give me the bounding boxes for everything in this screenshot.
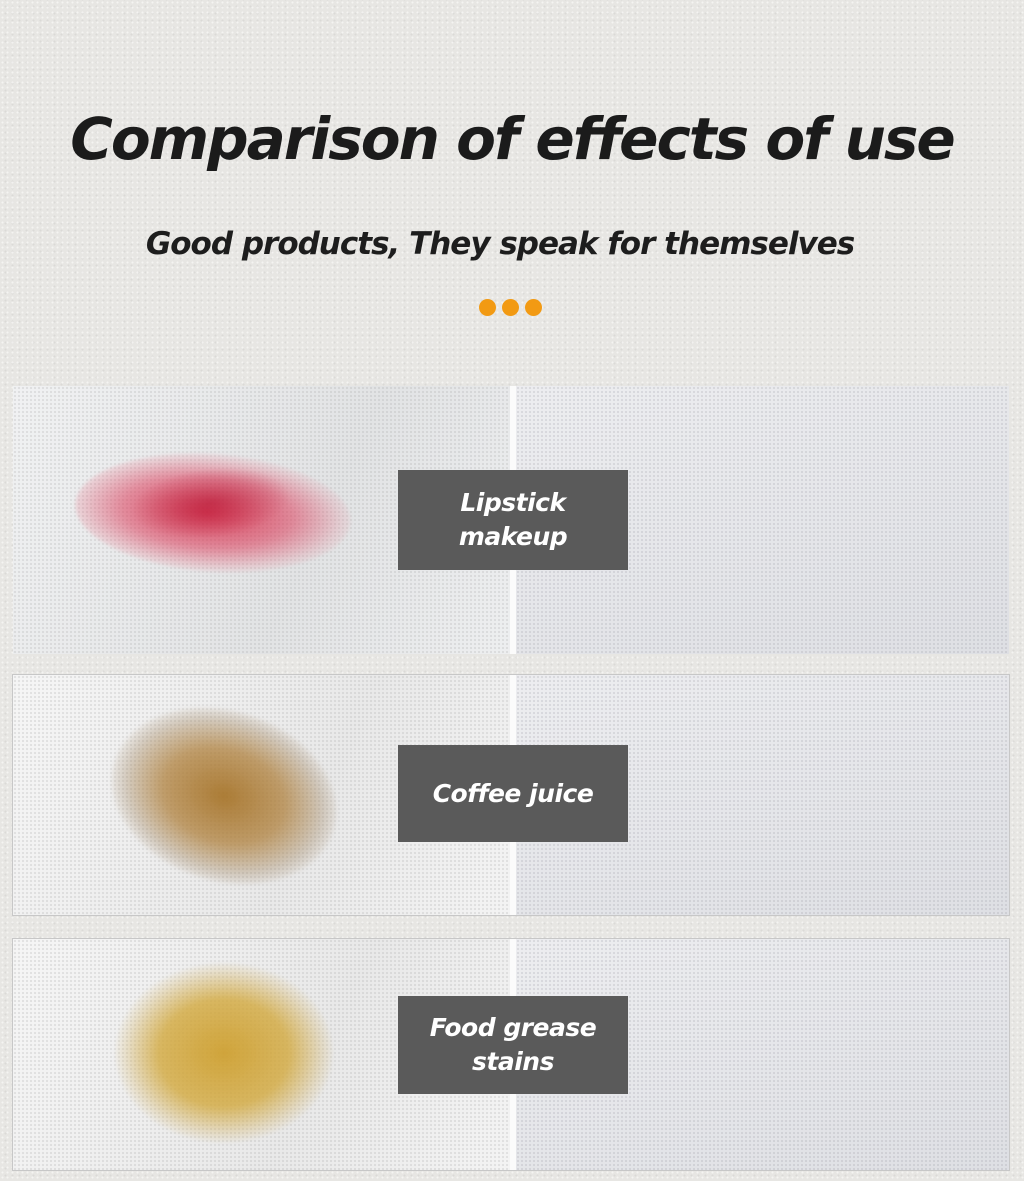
decorative-dots bbox=[479, 299, 542, 317]
comparison-label-text: Lipstick makeup bbox=[458, 488, 568, 551]
comparison-label-text: Food grease stains bbox=[429, 1013, 597, 1076]
dot-icon bbox=[525, 299, 542, 316]
page-title: Comparison of effects of use bbox=[70, 105, 956, 173]
dot-icon bbox=[479, 299, 496, 316]
comparison-label: Coffee juice bbox=[398, 745, 628, 842]
comparison-panel-coffee: Coffee juice bbox=[12, 674, 1010, 916]
coffee-stain bbox=[88, 679, 360, 913]
comparison-panel-grease: Food grease stains bbox=[12, 938, 1010, 1171]
after-image bbox=[516, 675, 1009, 915]
grease-stain bbox=[115, 963, 333, 1143]
comparison-label-text: Coffee juice bbox=[432, 778, 594, 808]
page-subtitle: Good products, They speak for themselves bbox=[145, 226, 855, 262]
dot-icon bbox=[502, 299, 519, 316]
comparison-label: Food grease stains bbox=[398, 996, 628, 1094]
comparison-label: Lipstick makeup bbox=[398, 470, 628, 570]
comparison-panel-lipstick: Lipstick makeup bbox=[12, 385, 1010, 655]
